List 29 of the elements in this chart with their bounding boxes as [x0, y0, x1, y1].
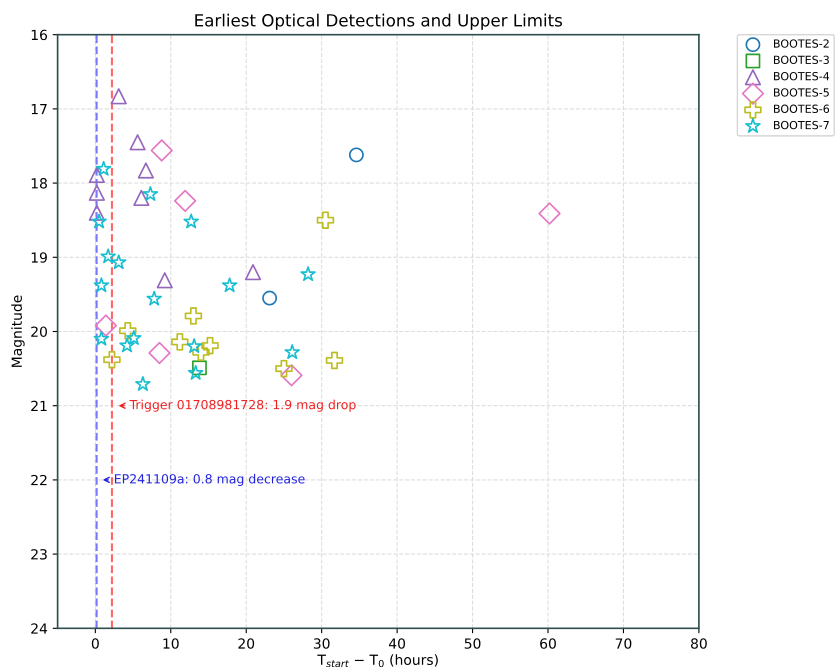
chart-title: Earliest Optical Detections and Upper Limits	[195, 14, 562, 30]
y-tick-label: 23	[31, 549, 47, 560]
x-tick-label: 20	[238, 638, 254, 649]
y-tick-label: 21	[31, 400, 47, 411]
x-tick-label: 30	[314, 638, 330, 649]
y-tick-label: 18	[32, 178, 47, 189]
y-tick-label: 22	[31, 474, 46, 486]
x-tick-label: 0	[92, 638, 99, 649]
annotation: Trigger 01708981728: 1.9 mag drop	[130, 400, 356, 412]
legend-label: BOOTES-2	[774, 39, 829, 48]
legend-label: BOOTES-4	[774, 72, 830, 80]
x-tick-label: 40	[388, 638, 406, 649]
x-tick-label: 50	[464, 638, 480, 649]
x-axis-title: T$_{start}$ − T$_{0}$ (hours)	[317, 654, 438, 667]
legend-label: BOOTES-6	[774, 104, 830, 113]
annotation: EP241109a: 0.8 mag decrease	[114, 474, 305, 486]
legend-label: BOOTES-7	[774, 120, 829, 130]
legend-label: BOOTES-5	[774, 88, 829, 97]
y-tick-label: 24	[31, 623, 48, 634]
y-tick-label: 16	[32, 30, 48, 40]
x-tick-label: 60	[540, 638, 556, 649]
x-tick-label: 10	[163, 638, 179, 649]
y-tick-label: 20	[31, 326, 47, 337]
y-tick-label: 19	[32, 252, 47, 263]
legend-label: BOOTES-3	[774, 56, 829, 64]
y-tick-label: 17	[32, 104, 47, 114]
x-tick-label: 70	[616, 638, 632, 649]
x-tick-label: 80	[691, 638, 707, 649]
y-axis-title: Magnitude	[11, 295, 25, 367]
